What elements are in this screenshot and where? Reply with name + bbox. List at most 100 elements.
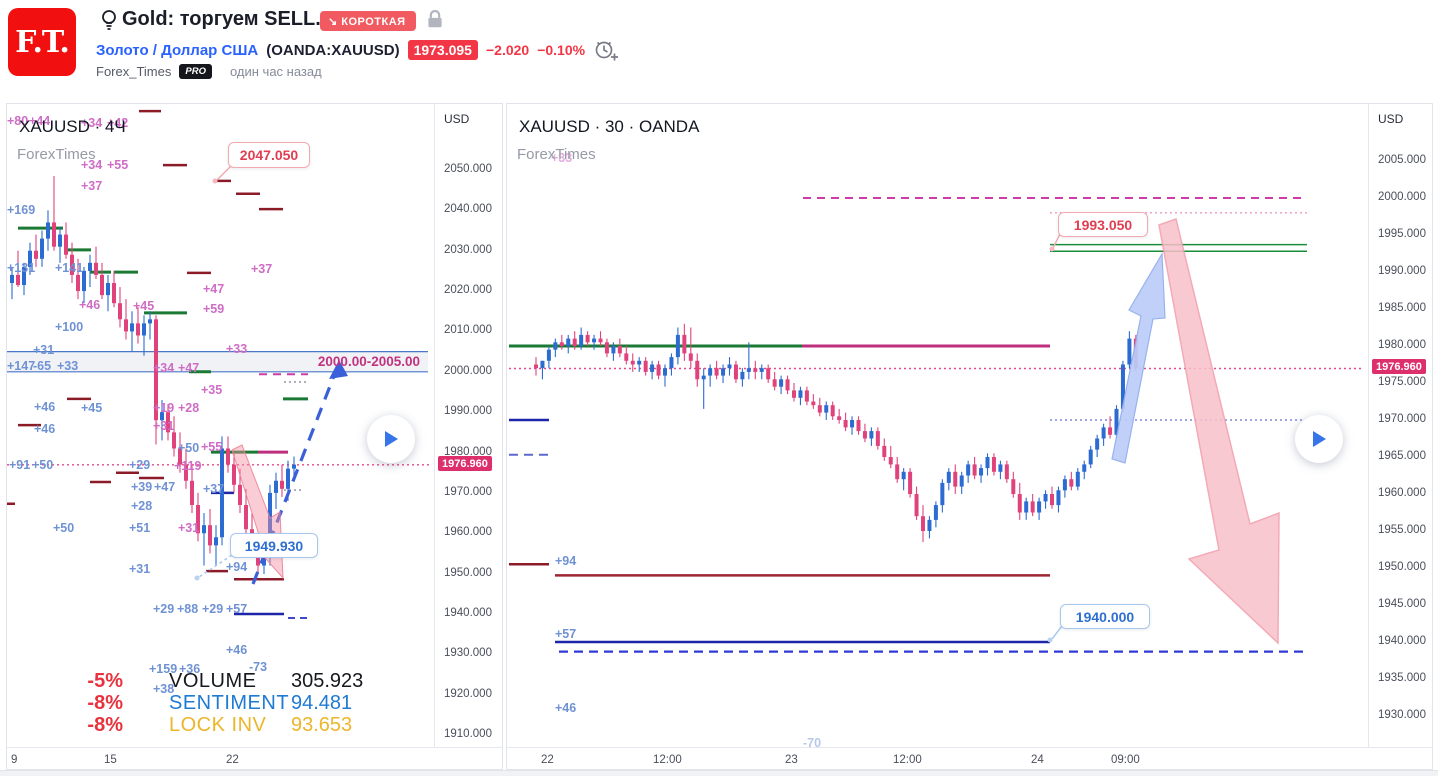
time-tick-label[interactable]: 23 [785,754,798,766]
time-tick-label[interactable]: 12:00 [893,754,922,766]
price-tick-label[interactable]: 1955.000 [1378,524,1426,536]
price-tick-label[interactable]: 2000.000 [1378,191,1426,203]
signal-annotation: +88 [177,602,199,616]
symbol-row: Золото / Доллар США (OANDA:XAUUSD) 1973.… [96,38,619,62]
price-tick-label[interactable]: 1940.000 [1378,635,1426,647]
candle-body [856,420,861,432]
price-callout[interactable]: 1993.050 [1058,212,1148,237]
signal-annotation: +47 [203,282,225,296]
price-tick-label[interactable]: 2005.000 [1378,154,1426,166]
price-tick-label[interactable]: 1935.000 [1378,672,1426,684]
price-tick-label[interactable]: 1995.000 [1378,228,1426,240]
candle-body [1004,464,1009,480]
price-tick-label[interactable]: 1970.000 [444,485,492,498]
time-tick-label[interactable]: 24 [1031,754,1044,766]
alert-clock-plus-icon[interactable] [593,38,619,62]
candle-body [1037,501,1042,513]
candle-body [28,250,32,267]
play-bar-replay-button[interactable] [1295,415,1343,463]
candle-body [656,364,661,376]
price-tick-label[interactable]: 1940.000 [444,606,492,619]
signal-annotation: +37 [81,179,103,193]
candle-body [559,342,564,346]
signal-annotation: +33 [57,359,79,373]
candle-body [953,471,958,487]
candle-body [959,475,964,487]
price-tick-label[interactable]: 1965.000 [1378,450,1426,462]
time-tick-label[interactable]: 15 [104,754,117,766]
signal-annotation: +47 [178,361,200,375]
price-tick-label[interactable]: 2030.000 [444,243,492,256]
direction-badge: ↘ КОРОТКАЯ [320,11,416,31]
price-tick-label[interactable]: 1985.000 [1378,302,1426,314]
price-tick-label[interactable]: 2040.000 [444,203,492,216]
candle-body [1088,449,1093,465]
candle-body [292,464,296,469]
candlestick-canvas-30m [509,197,1362,653]
exchange-symbol[interactable]: (OANDA:XAUUSD) [266,41,400,59]
price-tick-label[interactable]: 1990.000 [444,405,492,418]
time-tick-label[interactable]: 12:00 [653,754,682,766]
price-callout[interactable]: 1949.930 [230,533,318,558]
chart-panel-30m[interactable]: XAUUSD · 30 · OANDA ForexTimes USD 1976.… [506,103,1433,770]
signal-annotation: +34 [81,158,103,172]
candle-body [76,274,80,292]
candle-body [40,238,44,259]
price-tick-label[interactable]: 1980.000 [1378,339,1426,351]
play-bar-replay-button[interactable] [367,415,415,463]
time-tick-label[interactable]: 09:00 [1111,754,1140,766]
candle-body [579,334,584,346]
signal-annotation: +57 [226,602,248,616]
price-tick-label[interactable]: 1950.000 [444,566,492,579]
price-callout[interactable]: 2047.050 [228,142,310,168]
chart-panel-4h[interactable]: XAUUSD · 4Ч ForexTimes USD 2000.00-2005.… [6,103,503,770]
signal-annotation: +46 [79,298,101,312]
time-tick-label[interactable]: 9 [11,754,18,766]
price-tick-label[interactable]: 1980.000 [444,445,492,458]
symbol-link[interactable]: Золото / Доллар США [96,41,259,59]
time-tick-label[interactable]: 22 [226,754,239,766]
price-axis-separator [434,104,435,747]
price-tick-label[interactable]: 1930.000 [444,647,492,660]
author-name[interactable]: Forex_Times [96,64,172,79]
price-tick-label[interactable]: 1945.000 [1378,598,1426,610]
current-price-badge: 1976.960 [1372,359,1426,375]
price-tick-label[interactable]: 1950.000 [1378,561,1426,573]
candle-body [112,283,116,304]
candle-body [985,457,990,469]
candle-body [534,364,538,369]
time-tick-label[interactable]: 22 [541,754,554,766]
price-tick-label[interactable]: 1960.000 [444,526,492,539]
candle-body [1101,427,1106,439]
candle-body [740,371,745,380]
candle-body [1127,338,1132,365]
indicator-label: VOLUME [169,670,257,692]
signal-annotation: +46 [555,701,577,715]
candle-body [908,471,913,494]
price-tick-label[interactable]: 2010.000 [444,324,492,337]
candle-body [966,464,971,476]
price-tick-label[interactable]: 2000.000 [444,364,492,377]
candle-body [268,492,272,558]
price-callout[interactable]: 1940.000 [1060,604,1150,629]
signal-annotation: +147 [7,359,36,373]
candle-body [1017,494,1022,513]
candle-body [850,420,855,428]
price-tick-label[interactable]: 2050.000 [444,163,492,175]
price-tick-label[interactable]: 1910.000 [444,728,492,741]
price-tick-label[interactable]: 1930.000 [1378,709,1426,721]
candle-body [695,360,700,380]
price-tick-label[interactable]: 1920.000 [444,687,492,700]
price-tick-label[interactable]: 1970.000 [1378,413,1426,425]
price-tick-label[interactable]: 1960.000 [1378,487,1426,499]
drawing-shape [194,575,200,581]
candle-body [142,323,146,336]
price-tick-label[interactable]: 2020.000 [444,284,492,297]
price-tick-label[interactable]: 1975.000 [1378,376,1426,388]
candle-body [663,368,667,376]
price-tick-label[interactable]: 1990.000 [1378,265,1426,277]
signal-annotation: +31 [129,562,151,576]
idea-title: Gold: торгуем SELL. [122,8,321,30]
signal-annotation: +36 [179,662,201,676]
candle-body [58,234,62,247]
